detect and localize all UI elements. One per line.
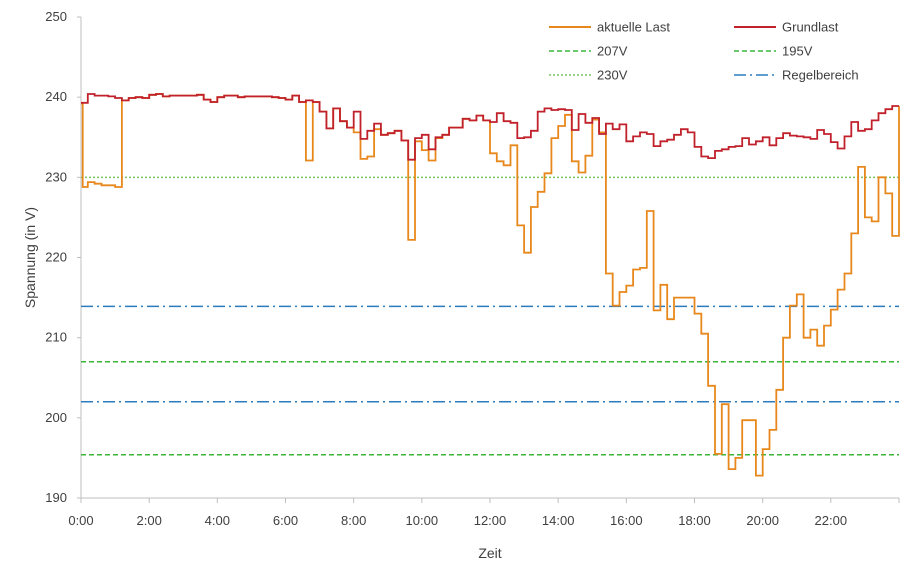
x-tick-label: 14:00 (542, 513, 575, 528)
x-tick-label: 2:00 (137, 513, 162, 528)
legend-label: aktuelle Last (597, 20, 670, 35)
legend-label: 230V (597, 68, 628, 83)
y-tick-label: 210 (45, 330, 67, 345)
y-tick-label: 240 (45, 89, 67, 104)
x-tick-label: 4:00 (205, 513, 230, 528)
plot-area: 190 200 210 220 230 240 250 0:00 2:00 4:00 6:00 8:0… (45, 9, 900, 528)
y-tick-label: 230 (45, 169, 67, 184)
y-tick-label: 250 (45, 9, 67, 24)
legend-label: Regelbereich (782, 68, 859, 83)
x-tick-label: 0:00 (68, 513, 93, 528)
legend-label: 207V (597, 44, 628, 59)
series-line-aktuelle-last (81, 93, 900, 477)
legend: aktuelle Last Grundlast 207V 195V 230V Regelb… (549, 20, 859, 83)
legend-label: Grundlast (782, 20, 839, 35)
x-tick-label: 12:00 (474, 513, 507, 528)
x-tick-label: 20:00 (746, 513, 779, 528)
x-axis-title: Zeit (478, 545, 501, 561)
x-tick-label: 22:00 (815, 513, 848, 528)
x-tick-label: 8:00 (341, 513, 366, 528)
legend-label: 195V (782, 44, 813, 59)
y-tick-label: 220 (45, 250, 67, 265)
series-line-grundlast (81, 93, 899, 161)
y-tick-label: 190 (45, 490, 67, 505)
x-tick-label: 6:00 (273, 513, 298, 528)
y-tick-label: 200 (45, 410, 67, 425)
x-tick-label: 18:00 (678, 513, 711, 528)
x-tick-label: 16:00 (610, 513, 643, 528)
x-tick-label: 10:00 (406, 513, 439, 528)
y-axis-title: Spannung (in V) (22, 207, 38, 308)
